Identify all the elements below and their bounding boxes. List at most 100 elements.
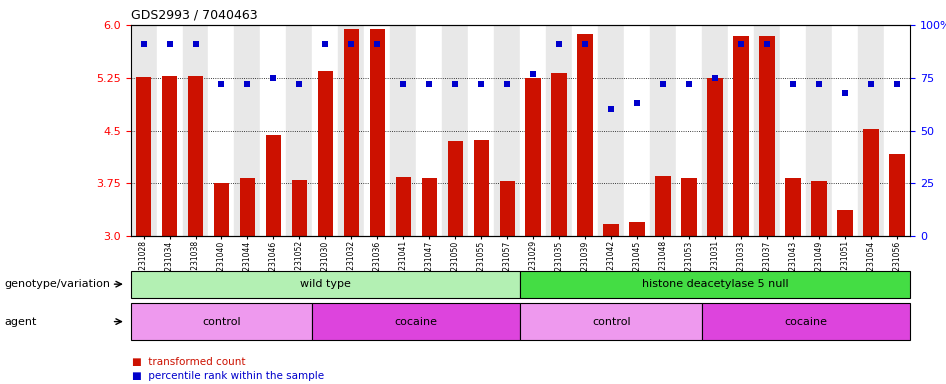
Bar	[806, 25, 832, 236]
Bar	[208, 25, 235, 236]
Bar	[312, 25, 339, 236]
Bar	[656, 176, 671, 236]
Point	[785, 81, 800, 87]
Point	[214, 81, 229, 87]
Bar	[131, 25, 156, 236]
Bar	[474, 140, 489, 236]
Point	[292, 81, 307, 87]
Bar	[624, 25, 650, 236]
Point	[733, 41, 748, 47]
Point	[526, 71, 541, 77]
Bar	[837, 210, 853, 236]
Bar	[525, 78, 541, 236]
Bar	[235, 25, 260, 236]
Text: control: control	[202, 316, 241, 327]
Bar	[520, 25, 546, 236]
Text: agent: agent	[5, 316, 37, 327]
Bar	[889, 154, 905, 236]
Bar	[343, 29, 359, 236]
Text: wild type: wild type	[300, 279, 351, 289]
Bar	[318, 71, 333, 236]
Bar	[885, 25, 910, 236]
Point	[760, 41, 775, 47]
Bar	[572, 25, 598, 236]
Bar	[135, 77, 151, 236]
Point	[240, 81, 255, 87]
Bar	[447, 141, 464, 236]
Bar	[708, 78, 723, 236]
Bar	[260, 25, 287, 236]
Text: GDS2993 / 7040463: GDS2993 / 7040463	[131, 8, 257, 21]
Point	[474, 81, 489, 87]
Point	[578, 41, 593, 47]
Text: cocaine: cocaine	[394, 316, 438, 327]
Point	[552, 41, 567, 47]
Bar	[391, 25, 416, 236]
Bar	[395, 177, 412, 236]
Point	[343, 41, 359, 47]
Bar	[702, 25, 728, 236]
Point	[812, 81, 827, 87]
Bar	[187, 76, 203, 236]
Bar	[495, 25, 520, 236]
Bar	[832, 25, 858, 236]
Bar	[785, 179, 801, 236]
Bar	[546, 25, 572, 236]
Point	[682, 81, 697, 87]
Point	[837, 89, 852, 96]
Bar	[812, 181, 827, 236]
Text: control: control	[592, 316, 631, 327]
Point	[630, 100, 645, 106]
Bar	[416, 25, 443, 236]
Bar	[760, 36, 775, 236]
Bar	[858, 25, 885, 236]
Bar	[370, 29, 385, 236]
Bar	[214, 184, 229, 236]
Point	[604, 106, 619, 113]
Bar	[650, 25, 676, 236]
Bar	[604, 224, 619, 236]
Bar	[552, 73, 567, 236]
Bar	[733, 36, 749, 236]
Bar	[598, 25, 624, 236]
Bar	[681, 178, 697, 236]
Bar	[364, 25, 391, 236]
Bar	[443, 25, 468, 236]
Bar	[629, 222, 645, 236]
Bar	[287, 25, 312, 236]
Bar	[239, 179, 255, 236]
Point	[266, 74, 281, 81]
Bar	[422, 179, 437, 236]
Point	[656, 81, 671, 87]
Bar	[183, 25, 208, 236]
Bar	[864, 129, 879, 236]
Point	[422, 81, 437, 87]
Point	[708, 74, 723, 81]
Text: genotype/variation: genotype/variation	[5, 279, 111, 289]
Point	[889, 81, 904, 87]
Point	[318, 41, 333, 47]
Bar	[499, 181, 516, 236]
Bar	[339, 25, 364, 236]
Bar	[676, 25, 702, 236]
Point	[188, 41, 203, 47]
Bar	[291, 180, 307, 236]
Bar	[754, 25, 780, 236]
Bar	[728, 25, 754, 236]
Point	[370, 41, 385, 47]
Text: histone deacetylase 5 null: histone deacetylase 5 null	[642, 279, 788, 289]
Text: ■  percentile rank within the sample: ■ percentile rank within the sample	[132, 371, 324, 381]
Bar	[162, 76, 177, 236]
Bar	[266, 136, 281, 236]
Text: ■  transformed count: ■ transformed count	[132, 357, 246, 367]
Text: cocaine: cocaine	[784, 316, 828, 327]
Bar	[577, 34, 593, 236]
Bar	[468, 25, 495, 236]
Point	[136, 41, 151, 47]
Point	[395, 81, 411, 87]
Point	[864, 81, 879, 87]
Bar	[156, 25, 183, 236]
Point	[447, 81, 463, 87]
Bar	[780, 25, 806, 236]
Point	[499, 81, 515, 87]
